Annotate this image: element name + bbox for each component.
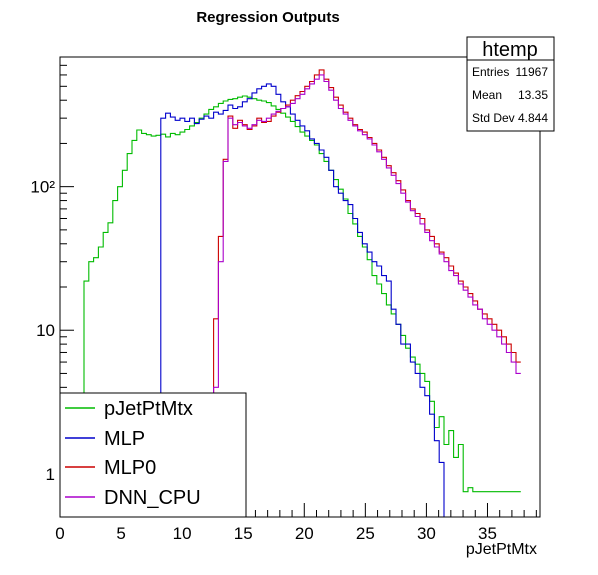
x-tick-label: 25 <box>356 524 375 543</box>
plot-area <box>60 69 521 517</box>
legend-label-mlp0: MLP0 <box>104 457 156 479</box>
x-axis-title: pJetPtMtx <box>466 541 537 558</box>
series-line-pjetptmtx <box>60 95 521 517</box>
stats-entries-label: Entries <box>472 65 509 79</box>
stats-stddev-value: 4.844 <box>518 111 548 125</box>
series-line-dnn-cpu <box>60 74 521 517</box>
x-tick-label: 30 <box>417 524 436 543</box>
legend-label-mlp: MLP <box>104 428 145 450</box>
x-tick-label: 10 <box>173 524 192 543</box>
x-tick-label: 15 <box>234 524 253 543</box>
y-tick-label: 1 <box>46 465 55 484</box>
chart-title: Regression Outputs <box>196 9 339 26</box>
y-tick-label: 10 <box>36 321 55 340</box>
stats-mean-label: Mean <box>472 88 502 102</box>
x-tick-label: 5 <box>116 524 125 543</box>
x-tick-label: 0 <box>55 524 64 543</box>
stats-mean-value: 13.35 <box>518 88 548 102</box>
stats-stddev-label: Std Dev <box>472 111 515 125</box>
series-line-mlp <box>60 83 521 517</box>
y-tick-label: 10² <box>30 178 55 197</box>
stats-entries-value: 11967 <box>516 65 549 79</box>
legend: pJetPtMtx MLP MLP0 DNN_CPU <box>59 392 247 518</box>
legend-label-dnn-cpu: DNN_CPU <box>104 487 201 509</box>
stats-box: htemp Entries 11967 Mean 13.35 Std Dev 4… <box>466 36 555 132</box>
series-group <box>60 69 521 517</box>
stats-box-name: htemp <box>482 39 538 61</box>
x-tick-label: 35 <box>478 524 497 543</box>
legend-label-pjetptmtx: pJetPtMtx <box>104 398 193 420</box>
x-tick-label: 20 <box>295 524 314 543</box>
stats-box-frame <box>466 36 555 132</box>
series-line-mlp0 <box>60 69 521 517</box>
